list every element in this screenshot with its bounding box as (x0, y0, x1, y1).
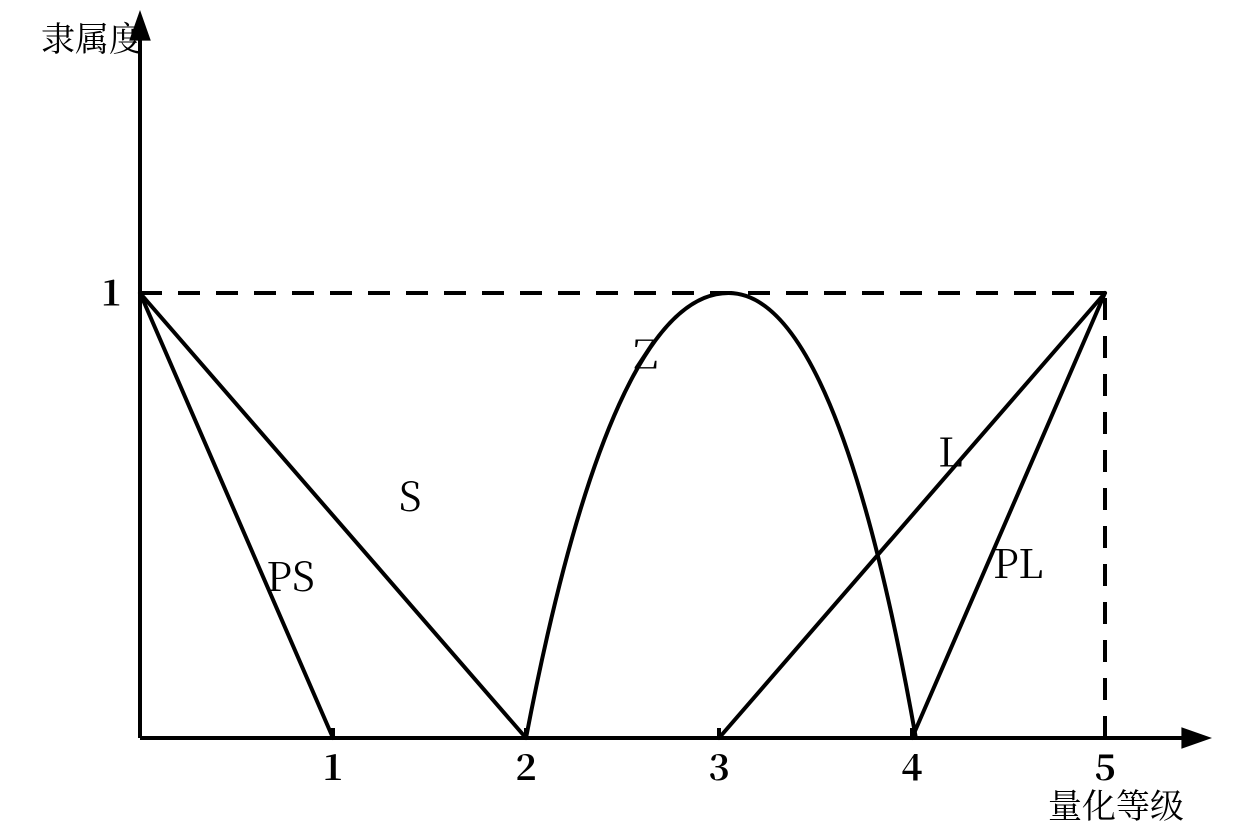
chart-svg: 123451隶属度量化等级PSSZLPL (0, 0, 1239, 839)
y-axis-label: 隶属度 (41, 12, 143, 61)
x-axis-label: 量化等级 (1048, 779, 1184, 828)
x-tick-label-1: 1 (322, 740, 343, 791)
x-tick-label-3: 3 (708, 740, 729, 791)
chart-background (0, 0, 1239, 839)
membership-chart: 123451隶属度量化等级PSSZLPL (0, 0, 1239, 839)
y-tick-label-1: 1 (101, 266, 122, 317)
x-tick-label-2: 2 (515, 740, 536, 791)
x-tick-label-4: 4 (901, 740, 922, 791)
series-label-PS: PS (266, 546, 315, 603)
series-label-PL: PL (993, 533, 1043, 590)
series-label-L: L (938, 422, 963, 479)
series-label-S: S (399, 466, 422, 523)
series-label-Z: Z (634, 324, 658, 381)
